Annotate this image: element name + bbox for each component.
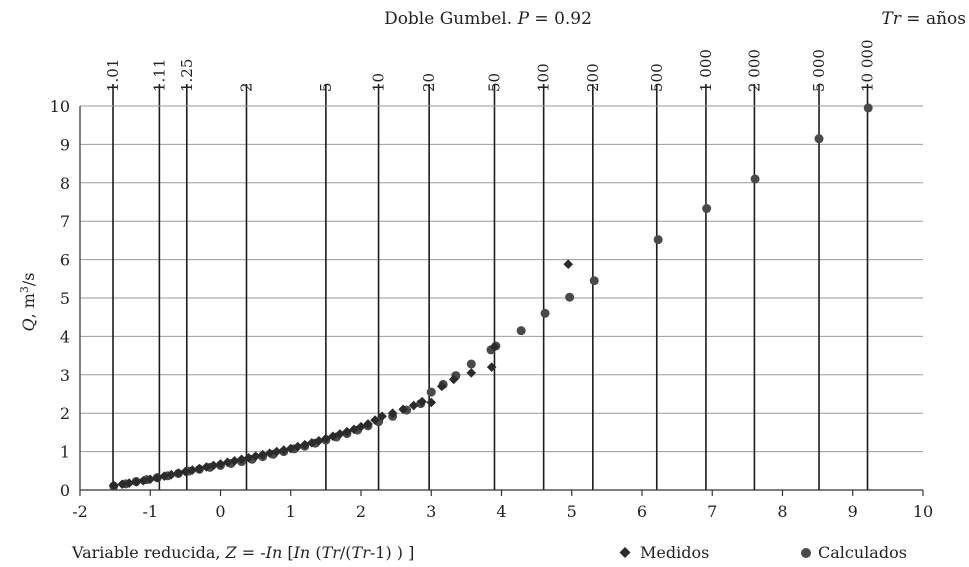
y-tick-label: 6 <box>60 251 70 270</box>
x-tick-label: 9 <box>848 502 858 521</box>
point-calculados <box>467 360 476 369</box>
return-period-label: 1 000 <box>697 49 715 92</box>
x-tick-label: -1 <box>142 502 158 521</box>
y-tick-label: 2 <box>60 404 70 423</box>
legend-marker-medidos <box>620 547 631 558</box>
point-medidos <box>426 398 436 408</box>
y-tick-label: 10 <box>50 97 70 116</box>
return-period-label: 10 <box>370 73 388 92</box>
point-calculados <box>427 388 436 397</box>
x-tick-label: 8 <box>777 502 787 521</box>
point-calculados <box>815 134 824 143</box>
y-axis: 0 1 2 3 4 5 6 7 8 9 10 <box>50 97 70 500</box>
return-period-label: 50 <box>485 73 503 92</box>
return-period-label: 2 000 <box>745 49 763 92</box>
y-tick-label: 9 <box>60 135 70 154</box>
x-tick-label: 10 <box>913 502 933 521</box>
legend-label-calculados: Calculados <box>818 543 907 562</box>
return-period-label: 1.25 <box>178 59 196 92</box>
point-calculados <box>541 309 550 318</box>
y-tick-label: 1 <box>60 443 70 462</box>
x-axis-label: Variable reducida, Z = -In [In (Tr/(Tr-1… <box>71 543 414 562</box>
x-tick-label: 6 <box>637 502 647 521</box>
y-tick-label: 7 <box>60 212 70 231</box>
legend-label-medidos: Medidos <box>640 543 709 562</box>
legend: Medidos Calculados <box>620 543 907 562</box>
x-tick-label: 7 <box>707 502 717 521</box>
return-period-label: 10 000 <box>859 40 877 93</box>
x-tick-label: 1 <box>286 502 296 521</box>
y-tick-label: 5 <box>60 289 70 308</box>
point-medidos <box>152 473 162 483</box>
y-tick-label: 3 <box>60 366 70 385</box>
point-calculados <box>751 174 760 183</box>
y-tick-label: 8 <box>60 174 70 193</box>
x-tick-label: 2 <box>356 502 366 521</box>
return-period-label: 500 <box>648 63 666 92</box>
x-tick-label: 0 <box>215 502 225 521</box>
y-tick-label: 0 <box>60 481 70 500</box>
grid <box>80 106 923 452</box>
x-tick-label: 4 <box>496 502 506 521</box>
x-tick-label: -2 <box>72 502 88 521</box>
point-calculados <box>565 293 574 302</box>
point-calculados <box>654 235 663 244</box>
return-period-label: 20 <box>420 73 438 92</box>
x-tick-label: 3 <box>426 502 436 521</box>
return-period-label: 2 <box>237 82 255 92</box>
y-axis-label: Q, m3/s <box>18 272 38 331</box>
point-calculados <box>517 326 526 335</box>
y-tick-label: 4 <box>60 327 70 346</box>
data-points <box>109 103 873 490</box>
point-calculados <box>702 204 711 213</box>
return-period-label: 5 <box>317 82 335 92</box>
return-period-label: 5 000 <box>810 49 828 92</box>
return-period-label: 1.11 <box>150 59 168 92</box>
return-period-axis: 1.01 1.11 1.25 2 5 10 20 50 100 200 500 1 000 2 000 5… <box>104 40 876 93</box>
point-calculados <box>590 276 599 285</box>
point-medidos <box>466 368 476 378</box>
return-period-axis-title: Tr = años <box>881 9 966 29</box>
x-tick-label: 5 <box>567 502 577 521</box>
x-axis: -2 -1 0 1 2 3 4 5 6 7 8 9 10 <box>72 490 933 521</box>
chart-title: Doble Gumbel. P = 0.92 <box>384 9 592 29</box>
return-period-label: 1.01 <box>104 59 122 92</box>
point-calculados <box>864 103 873 112</box>
return-period-label: 200 <box>584 63 602 92</box>
legend-marker-calculados <box>801 548 811 558</box>
point-medidos <box>563 259 573 269</box>
return-period-label: 100 <box>535 63 553 92</box>
